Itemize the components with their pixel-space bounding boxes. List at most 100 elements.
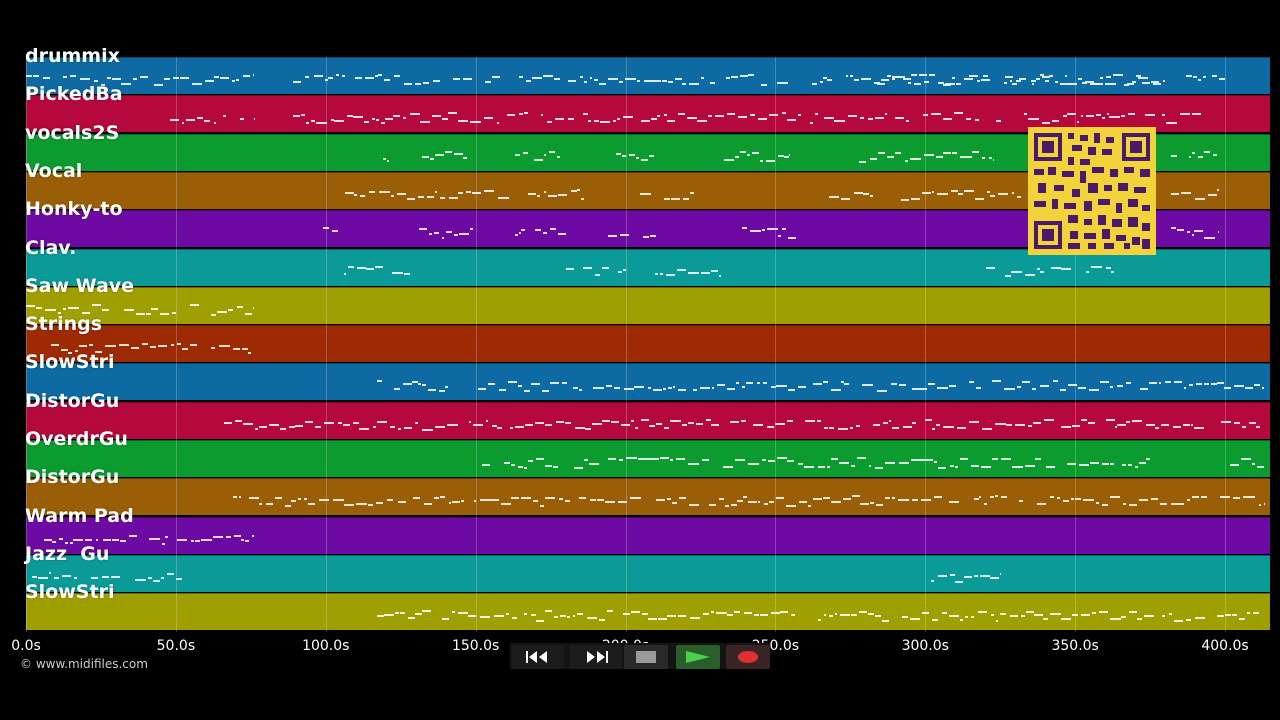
note: [588, 463, 599, 466]
note: [1036, 77, 1041, 80]
track-lane[interactable]: [26, 95, 1270, 133]
note: [220, 76, 229, 79]
note: [859, 503, 869, 506]
note: [604, 501, 615, 504]
note: [1078, 386, 1086, 389]
note: [722, 465, 733, 468]
play-button[interactable]: [676, 645, 720, 669]
note: [769, 501, 774, 504]
note: [798, 462, 804, 465]
note: [522, 151, 529, 154]
note: [1132, 81, 1136, 84]
note: [1218, 231, 1220, 234]
note: [788, 388, 795, 391]
note: [417, 196, 425, 199]
stop-button[interactable]: [624, 645, 668, 669]
note: [1246, 496, 1256, 499]
note: [514, 425, 525, 428]
note: [386, 498, 394, 501]
grid-line: [475, 57, 477, 632]
note: [817, 465, 825, 468]
track-lane[interactable]: [26, 516, 1270, 554]
note: [1234, 385, 1244, 388]
note: [911, 422, 917, 425]
track-lane[interactable]: [26, 593, 1270, 631]
note: [976, 387, 981, 390]
note: [518, 231, 522, 234]
note: [648, 155, 654, 158]
note: [766, 426, 775, 429]
track-lane[interactable]: [26, 286, 1270, 324]
note: [73, 539, 84, 542]
note: [393, 75, 401, 78]
note: [1042, 617, 1049, 620]
note: [1164, 380, 1172, 383]
note: [670, 420, 682, 423]
note: [205, 79, 214, 82]
note: [545, 424, 553, 427]
note: [176, 342, 181, 345]
note: [403, 382, 412, 385]
track-lane[interactable]: [26, 325, 1270, 363]
note: [898, 498, 910, 501]
note: [102, 575, 110, 578]
note: [1004, 388, 1015, 391]
note: [640, 158, 649, 161]
note: [384, 614, 394, 617]
note: [341, 75, 345, 78]
note: [1043, 419, 1054, 422]
note: [352, 421, 360, 424]
note: [923, 154, 934, 157]
track-lane[interactable]: [26, 363, 1270, 401]
note: [861, 77, 872, 80]
note: [524, 423, 534, 426]
note: [726, 613, 733, 616]
note: [734, 459, 745, 462]
note: [1241, 457, 1251, 460]
note: [406, 197, 416, 200]
note: [95, 351, 103, 354]
note: [395, 612, 400, 615]
note: [298, 498, 302, 501]
note: [1125, 382, 1131, 385]
note: [429, 233, 433, 236]
note: [58, 311, 62, 314]
note: [494, 615, 504, 618]
note: [587, 119, 592, 122]
note: [854, 78, 860, 81]
track-label: DistorGu: [25, 466, 120, 489]
note: [641, 419, 650, 422]
note: [1004, 275, 1011, 278]
note: [894, 117, 904, 120]
note: [1191, 113, 1202, 116]
note: [1152, 82, 1162, 85]
note: [1155, 427, 1159, 430]
note: [625, 457, 637, 460]
note: [608, 458, 616, 461]
grid-line: [625, 57, 627, 632]
track-lane[interactable]: [26, 554, 1270, 592]
note: [1121, 616, 1126, 619]
note: [613, 386, 620, 389]
record-button[interactable]: [726, 645, 770, 669]
note: [449, 501, 452, 504]
note: [1159, 503, 1168, 506]
note: [634, 385, 645, 388]
note: [429, 157, 434, 160]
note: [517, 465, 524, 468]
note: [1025, 465, 1035, 468]
note: [652, 80, 661, 83]
note: [729, 421, 740, 424]
rewind-button[interactable]: [512, 645, 564, 669]
note: [236, 78, 240, 81]
note: [689, 191, 695, 194]
track-label: Honky-to: [25, 198, 123, 221]
note: [1116, 384, 1123, 387]
note: [887, 155, 894, 158]
track-label: Strings: [25, 313, 103, 336]
note: [253, 74, 254, 77]
note: [995, 119, 1001, 122]
fast-forward-button[interactable]: [570, 645, 622, 669]
track-lane[interactable]: [26, 57, 1270, 94]
note: [565, 499, 570, 502]
